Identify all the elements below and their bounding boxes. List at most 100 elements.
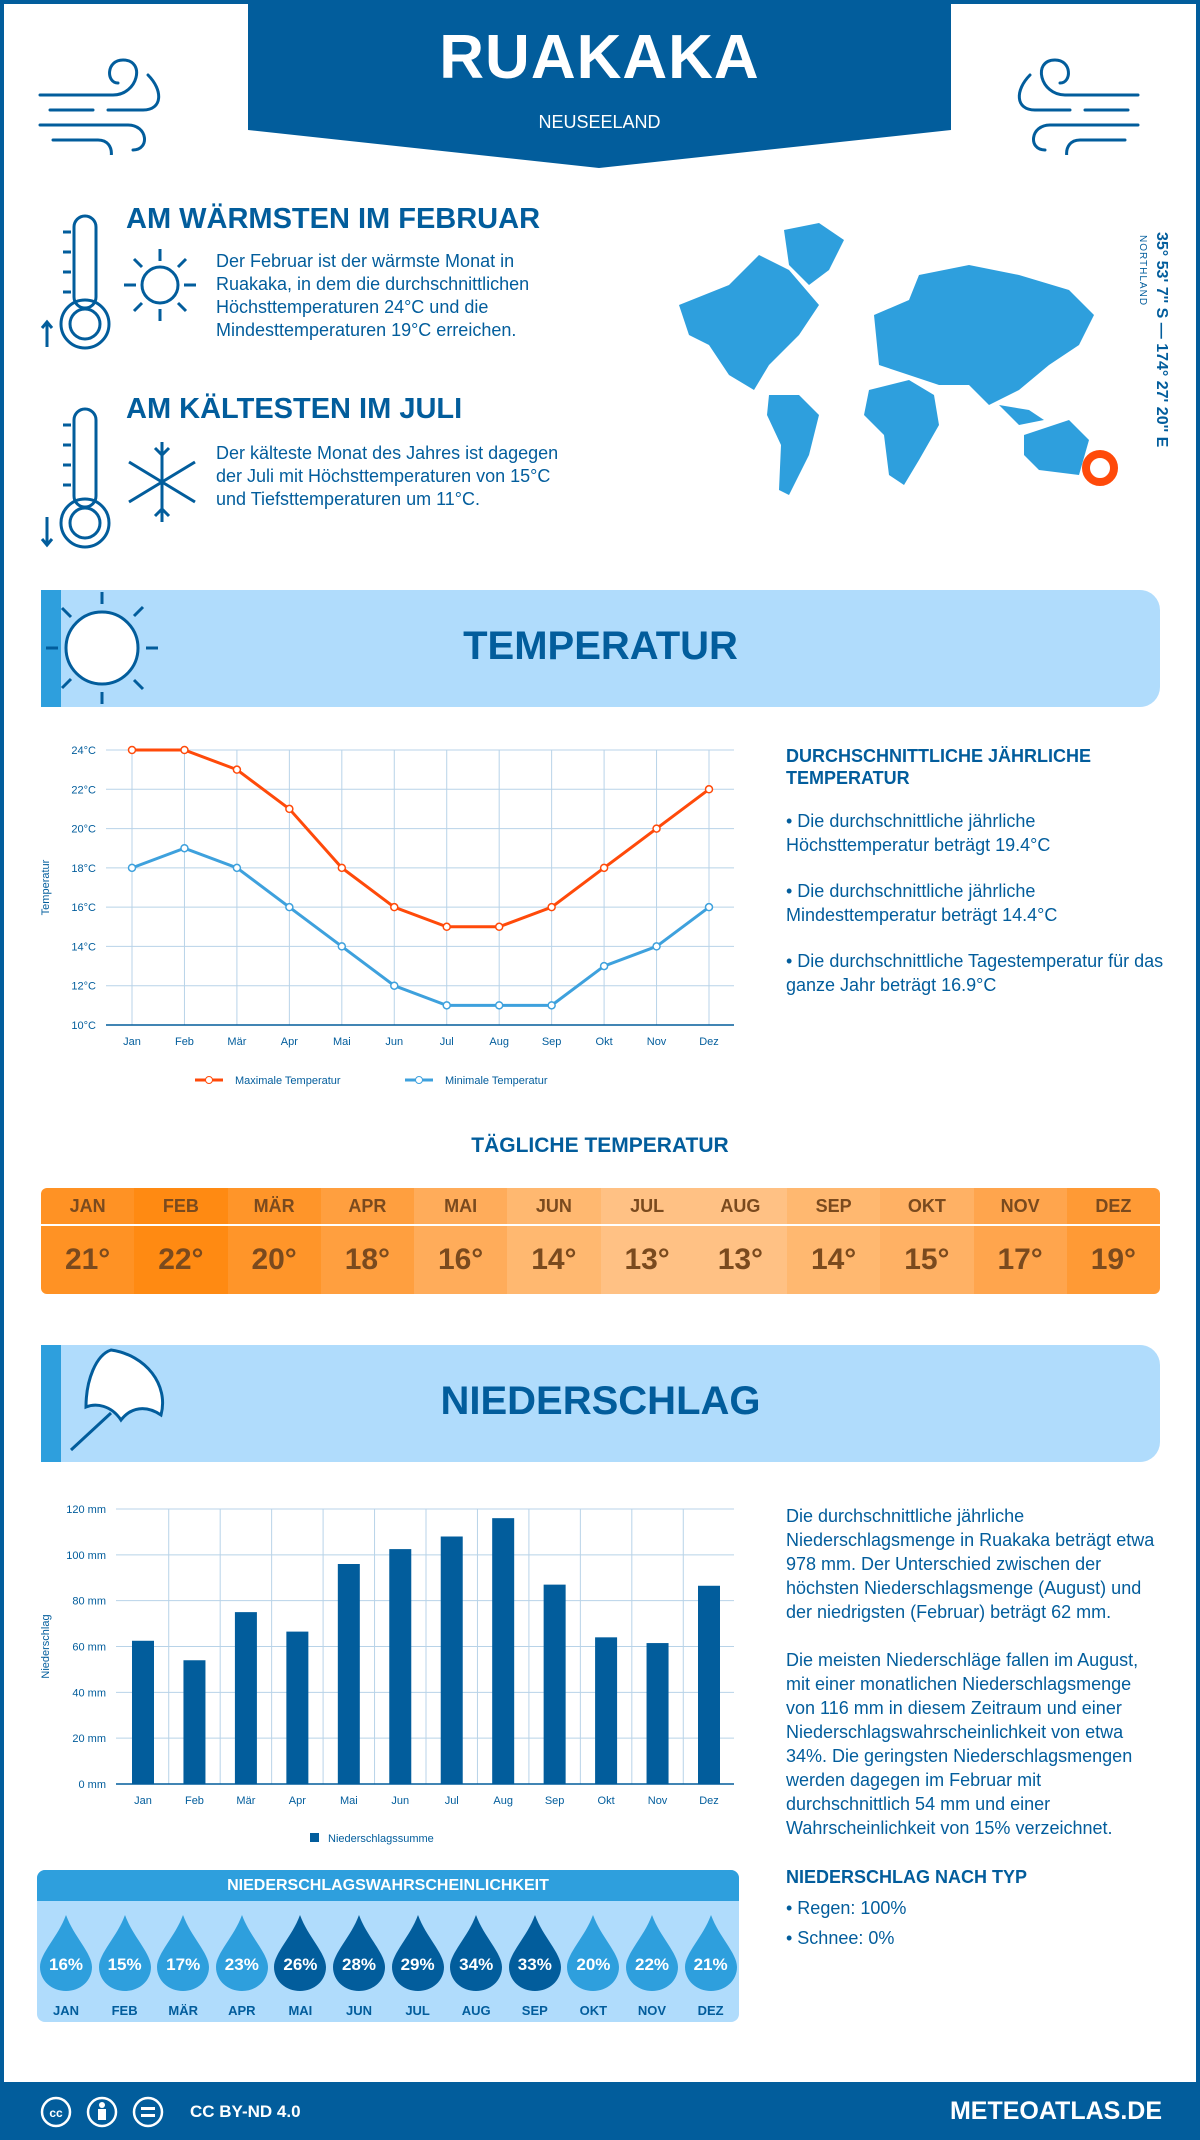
daily-temperature-aug: AUG 13° [693,1188,787,1294]
coldest-text-line: Der kälteste Monat des Jahres ist dagege… [216,443,559,463]
precipitation-title: NIEDERSCHLAG [440,1379,761,1423]
precipitation-type-heading: NIEDERSCHLAG NACH TYP [786,1867,1028,1887]
page-subtitle: NEUSEELAND [538,112,661,132]
license-icons: cc [40,2096,164,2128]
daily-temperature-value: 17° [997,1243,1043,1276]
probability-drop-nov: 22% NOV [626,1915,678,2018]
raindrop-icon [391,1915,444,1991]
series-line [132,748,710,929]
x-tick-label: Aug [489,1036,509,1048]
probability-month: DEZ [697,2003,724,2018]
data-point [390,981,399,990]
precipitation-details: Die meisten Niederschläge fallen im Augu… [786,1650,1139,1838]
umbrella-icon [69,1348,164,1452]
y-tick-label: 60 mm [72,1642,106,1654]
data-point [390,902,399,912]
data-point [652,942,661,951]
precipitation-type-rain: • Regen: 100% [786,1898,907,1918]
raindrop-icon [157,1915,210,1991]
precipitation-chart: 0 mm 20 mm 40 mm 60 mm 80 mm 100 mm 120 mm Jan F… [40,1504,734,1845]
precipitation-summary: Die durchschnittliche jährliche Niedersc… [786,1506,1155,1622]
x-tick-label: Aug [493,1795,513,1807]
x-tick-label: Okt [596,1036,613,1048]
daily-month-label: OKT [880,1188,974,1226]
probability-value: 33% [517,1955,552,1974]
daily-temperature-jun: JUN 14° [507,1188,601,1294]
probability-month: FEB [111,2003,138,2018]
x-tick-label: Mai [333,1036,351,1048]
probability-value: 21% [693,1955,728,1974]
daily-month-label: NOV [973,1188,1067,1226]
bar [389,1549,412,1784]
sun-icon [46,592,158,704]
probability-drop-jun: 28% JUN [333,1915,385,2018]
probability-month: APR [228,2003,256,2018]
thermometer-down-icon [40,407,111,549]
site-link[interactable]: METEOATLAS.DE [949,2097,1162,2125]
y-tick-label: 16°C [71,902,96,914]
daily-temperature-value: 22° [158,1243,204,1276]
probability-value: 20% [576,1955,611,1974]
probability-month: OKT [579,2003,608,2018]
probability-month: JUN [345,2003,372,2018]
y-tick-label: 100 mm [66,1550,106,1562]
data-point [285,804,294,814]
x-tick-label: Jan [123,1036,141,1048]
daily-temperature-jan: JAN 21° [41,1188,135,1294]
bar [337,1564,360,1784]
daily-temperature-heading: TÄGLICHE TEMPERATUR [471,1134,729,1157]
daily-month-label: JAN [41,1188,135,1226]
probability-drop-jul: 29% JUL [391,1915,444,2018]
header-banner [248,0,951,168]
daily-temperature-nov: NOV 17° [973,1188,1067,1294]
data-point [652,824,661,833]
warmest-heading: AM WÄRMSTEN IM FEBRUAR [126,203,541,235]
y-tick-label: 120 mm [66,1504,106,1516]
probability-value: 23% [224,1955,259,1974]
data-point [127,863,137,873]
license-text: CC BY-ND 4.0 [190,2102,301,2121]
raindrop-icon [450,1915,503,1991]
daily-temperature-value: 16° [437,1243,484,1276]
annual-bullet: • Die durchschnittliche jährliche Mindes… [786,881,1058,925]
daily-month-label: APR [320,1188,414,1226]
x-tick-label: Jul [440,1036,454,1048]
y-tick-label: 10°C [71,1020,96,1032]
data-point [337,863,347,873]
legend-swatch [310,1833,319,1842]
x-tick-label: Jun [391,1795,409,1807]
data-point [442,922,451,932]
daily-temperature-dez: DEZ 19° [1066,1188,1160,1294]
probability-heading: NIEDERSCHLAGSWAHRSCHEINLICHKEIT [37,1870,739,1901]
coordinates: 35° 53' 7'' S — 174° 27' 20'' E [1153,232,1170,448]
temperature-section-header: TEMPERATUR [41,590,1160,707]
bar [440,1536,463,1784]
annual-temperature-heading: DURCHSCHNITTLICHE JÄHRLICHE TEMPERATUR [786,746,1091,788]
coldest-text-line: und Tiefsttemperaturen um 11°C. [216,489,480,509]
x-tick-label: Feb [185,1795,204,1807]
daily-temperature-value: 18° [344,1243,391,1276]
y-tick-label: 18°C [71,863,96,875]
x-tick-label: Jun [385,1036,403,1048]
y-tick-label: 0 mm [79,1779,107,1791]
sun-icon [124,249,196,321]
y-tick-label: 12°C [71,981,96,993]
page-title: RUAKAKA [439,23,760,92]
bar [286,1631,309,1784]
probability-value: 17% [166,1955,201,1974]
data-point [232,765,242,774]
probability-value: 22% [634,1955,670,1974]
probability-month: MAI [288,2003,313,2018]
warmest-text-line: Höchsttemperaturen 24°C und die [216,297,489,317]
raindrop-icon [215,1915,268,1991]
annual-bullet: • Die durchschnittliche jährliche Höchst… [786,811,1051,855]
x-tick-label: Apr [289,1795,306,1807]
daily-month-label: DEZ [1066,1188,1160,1226]
wind-icon [38,58,161,155]
daily-temperature-value: 13° [717,1243,764,1276]
wind-icon [1017,58,1140,155]
snowflake-icon [128,442,196,522]
y-tick-label: 24°C [71,745,96,757]
y-tick-label: 20 mm [72,1733,106,1745]
daily-temperature-apr: APR 18° [320,1188,414,1294]
